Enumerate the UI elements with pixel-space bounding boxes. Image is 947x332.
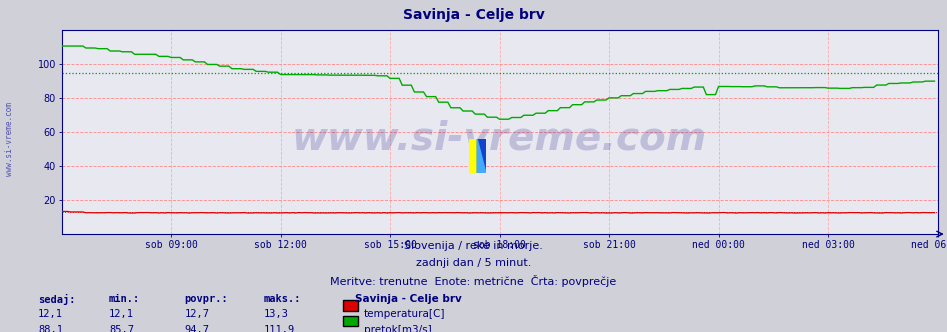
Text: maks.:: maks.: bbox=[263, 294, 301, 304]
Text: povpr.:: povpr.: bbox=[185, 294, 228, 304]
Text: 12,1: 12,1 bbox=[109, 309, 134, 319]
Text: 111,9: 111,9 bbox=[263, 325, 295, 332]
Text: 12,1: 12,1 bbox=[38, 309, 63, 319]
Text: min.:: min.: bbox=[109, 294, 140, 304]
Text: Slovenija / reke in morje.: Slovenija / reke in morje. bbox=[404, 241, 543, 251]
Polygon shape bbox=[477, 139, 486, 173]
Text: 94,7: 94,7 bbox=[185, 325, 209, 332]
Text: 12,7: 12,7 bbox=[185, 309, 209, 319]
Text: pretok[m3/s]: pretok[m3/s] bbox=[364, 325, 432, 332]
Text: Meritve: trenutne  Enote: metrične  Črta: povprečje: Meritve: trenutne Enote: metrične Črta: … bbox=[331, 275, 616, 287]
Polygon shape bbox=[477, 139, 486, 173]
Text: temperatura[C]: temperatura[C] bbox=[364, 309, 445, 319]
Text: 88,1: 88,1 bbox=[38, 325, 63, 332]
Text: www.si-vreme.com: www.si-vreme.com bbox=[5, 103, 14, 176]
Text: 13,3: 13,3 bbox=[263, 309, 288, 319]
Text: Savinja - Celje brv: Savinja - Celje brv bbox=[355, 294, 462, 304]
Text: 85,7: 85,7 bbox=[109, 325, 134, 332]
Text: zadnji dan / 5 minut.: zadnji dan / 5 minut. bbox=[416, 258, 531, 268]
Text: www.si-vreme.com: www.si-vreme.com bbox=[292, 119, 707, 157]
Text: sedaj:: sedaj: bbox=[38, 294, 76, 305]
Text: Savinja - Celje brv: Savinja - Celje brv bbox=[402, 8, 545, 22]
Polygon shape bbox=[469, 139, 486, 173]
